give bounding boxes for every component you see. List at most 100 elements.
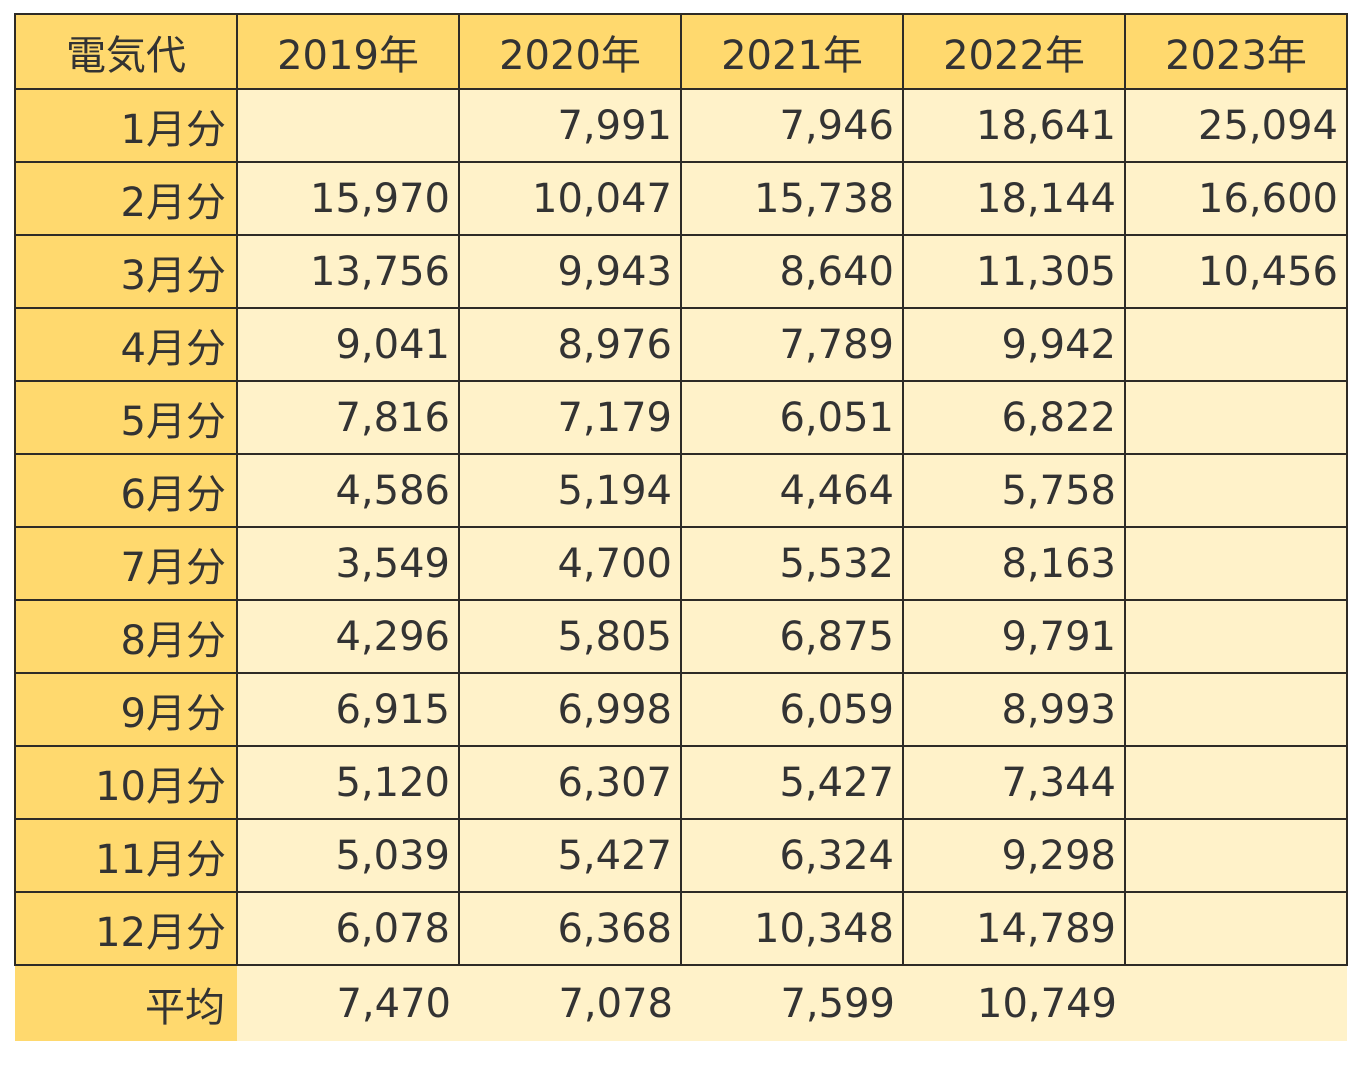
value-cell: 10,047	[458, 161, 682, 236]
value-cell: 15,738	[680, 161, 904, 236]
table-row: 11月分 5,039 5,427 6,324 9,298	[14, 818, 1348, 893]
month-label-cell: 1月分	[14, 88, 238, 163]
month-label-cell: 6月分	[14, 453, 238, 528]
value-cell: 6,324	[680, 818, 904, 893]
month-label-cell: 10月分	[14, 745, 238, 820]
value-cell: 6,998	[458, 672, 682, 747]
value-cell: 5,427	[680, 745, 904, 820]
value-cell: 6,307	[458, 745, 682, 820]
value-cell: 9,041	[236, 307, 460, 382]
value-cell	[1124, 891, 1348, 966]
value-cell: 5,805	[458, 599, 682, 674]
table-row: 9月分 6,915 6,998 6,059 8,993	[14, 672, 1348, 747]
month-label-cell: 3月分	[14, 234, 238, 309]
month-label-cell: 4月分	[14, 307, 238, 382]
value-cell: 9,943	[458, 234, 682, 309]
table-row: 10月分 5,120 6,307 5,427 7,344	[14, 745, 1348, 820]
table-footer: 平均 7,470 7,078 7,599 10,749	[15, 965, 1347, 1041]
value-cell: 7,816	[236, 380, 460, 455]
table-row: 3月分 13,756 9,943 8,640 11,305 10,456	[14, 234, 1348, 309]
header-year-cell: 2020年	[458, 13, 682, 90]
month-label-cell: 5月分	[14, 380, 238, 455]
value-cell: 9,942	[902, 307, 1126, 382]
value-cell: 4,586	[236, 453, 460, 528]
value-cell: 7,179	[458, 380, 682, 455]
value-cell	[1124, 745, 1348, 820]
average-value-cell: 10,749	[903, 965, 1125, 1041]
value-cell: 15,970	[236, 161, 460, 236]
value-cell: 7,344	[902, 745, 1126, 820]
table-row: 5月分 7,816 7,179 6,051 6,822	[14, 380, 1348, 455]
value-cell: 4,464	[680, 453, 904, 528]
value-cell: 13,756	[236, 234, 460, 309]
value-cell: 18,641	[902, 88, 1126, 163]
value-cell: 5,532	[680, 526, 904, 601]
value-cell: 10,348	[680, 891, 904, 966]
table-row: 1月分 7,991 7,946 18,641 25,094	[14, 88, 1348, 163]
value-cell	[1124, 818, 1348, 893]
month-label-cell: 2月分	[14, 161, 238, 236]
table-row: 4月分 9,041 8,976 7,789 9,942	[14, 307, 1348, 382]
header-year-cell: 2022年	[902, 13, 1126, 90]
header-year-cell: 2023年	[1124, 13, 1348, 90]
value-cell: 7,946	[680, 88, 904, 163]
value-cell: 5,194	[458, 453, 682, 528]
average-label-cell: 平均	[15, 965, 237, 1041]
value-cell	[236, 88, 460, 163]
average-value-cell	[1125, 965, 1347, 1041]
value-cell	[1124, 672, 1348, 747]
average-value-cell: 7,599	[681, 965, 903, 1041]
value-cell: 8,976	[458, 307, 682, 382]
value-cell: 5,120	[236, 745, 460, 820]
value-cell: 7,991	[458, 88, 682, 163]
value-cell: 6,822	[902, 380, 1126, 455]
value-cell: 5,758	[902, 453, 1126, 528]
value-cell: 6,051	[680, 380, 904, 455]
value-cell: 5,427	[458, 818, 682, 893]
header-row: 電気代 2019年 2020年 2021年 2022年 2023年	[14, 13, 1348, 90]
table-body: 1月分 7,991 7,946 18,641 25,094 2月分 15,970…	[14, 88, 1348, 966]
value-cell: 11,305	[902, 234, 1126, 309]
value-cell: 6,915	[236, 672, 460, 747]
value-cell	[1124, 526, 1348, 601]
table-row: 2月分 15,970 10,047 15,738 18,144 16,600	[14, 161, 1348, 236]
value-cell	[1124, 380, 1348, 455]
month-label-cell: 8月分	[14, 599, 238, 674]
value-cell: 4,700	[458, 526, 682, 601]
electricity-cost-table-container: 電気代 2019年 2020年 2021年 2022年 2023年 1月分 7,…	[14, 13, 1348, 1069]
average-value-cell: 7,470	[237, 965, 459, 1041]
value-cell: 5,039	[236, 818, 460, 893]
value-cell: 4,296	[236, 599, 460, 674]
value-cell: 8,163	[902, 526, 1126, 601]
table-row: 7月分 3,549 4,700 5,532 8,163	[14, 526, 1348, 601]
value-cell	[1124, 599, 1348, 674]
value-cell: 9,298	[902, 818, 1126, 893]
table-header: 電気代 2019年 2020年 2021年 2022年 2023年	[14, 13, 1348, 90]
value-cell: 25,094	[1124, 88, 1348, 163]
average-value-cell: 7,078	[459, 965, 681, 1041]
table-row: 8月分 4,296 5,805 6,875 9,791	[14, 599, 1348, 674]
value-cell: 6,875	[680, 599, 904, 674]
value-cell: 6,078	[236, 891, 460, 966]
value-cell: 3,549	[236, 526, 460, 601]
average-row: 平均 7,470 7,078 7,599 10,749	[15, 965, 1347, 1041]
table-row: 6月分 4,586 5,194 4,464 5,758	[14, 453, 1348, 528]
value-cell: 14,789	[902, 891, 1126, 966]
table-row: 12月分 6,078 6,368 10,348 14,789	[14, 891, 1348, 966]
value-cell: 6,059	[680, 672, 904, 747]
electricity-cost-table: 電気代 2019年 2020年 2021年 2022年 2023年 1月分 7,…	[14, 13, 1348, 1041]
month-label-cell: 12月分	[14, 891, 238, 966]
month-label-cell: 11月分	[14, 818, 238, 893]
value-cell: 8,640	[680, 234, 904, 309]
value-cell: 8,993	[902, 672, 1126, 747]
month-label-cell: 9月分	[14, 672, 238, 747]
value-cell	[1124, 307, 1348, 382]
header-corner-cell: 電気代	[14, 13, 238, 90]
value-cell: 16,600	[1124, 161, 1348, 236]
month-label-cell: 7月分	[14, 526, 238, 601]
value-cell: 10,456	[1124, 234, 1348, 309]
value-cell: 6,368	[458, 891, 682, 966]
header-year-cell: 2021年	[680, 13, 904, 90]
value-cell: 9,791	[902, 599, 1126, 674]
value-cell: 7,789	[680, 307, 904, 382]
